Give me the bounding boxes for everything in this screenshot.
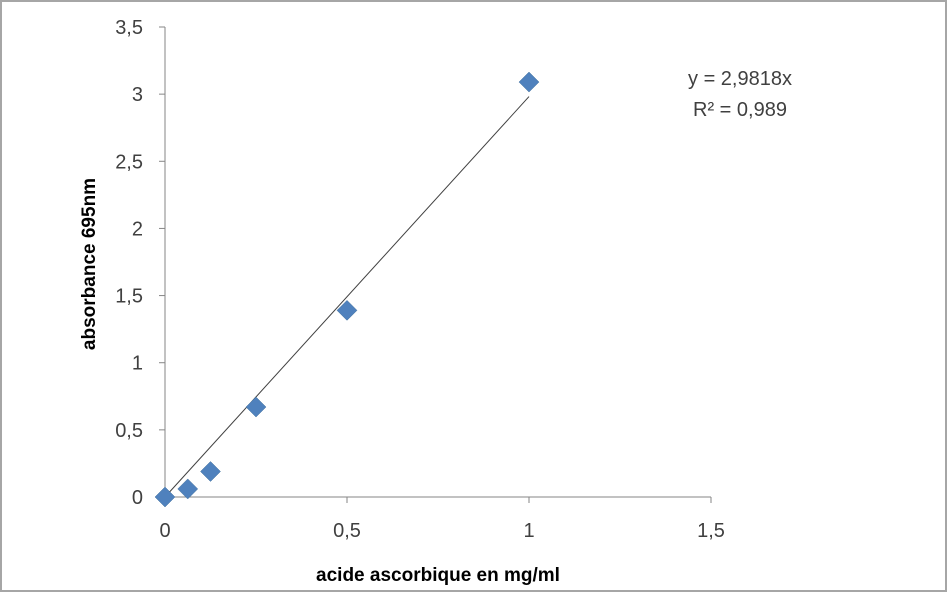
y-tick-label: 3 xyxy=(132,84,143,106)
y-tick-label: 1 xyxy=(132,353,143,375)
r-squared-label: R² = 0,989 xyxy=(693,99,787,121)
data-point xyxy=(245,396,267,418)
trendline xyxy=(164,96,530,498)
data-point xyxy=(518,71,540,93)
y-tick-label: 2,5 xyxy=(115,151,143,173)
x-tick-label: 0,5 xyxy=(333,520,361,542)
y-tick-label: 2 xyxy=(132,218,143,240)
y-tick-label: 3,5 xyxy=(115,17,143,39)
x-axis-title: acide ascorbique en mg/ml xyxy=(316,565,560,586)
x-tick-label: 1 xyxy=(523,520,534,542)
y-tick-label: 0,5 xyxy=(115,420,143,442)
y-tick-label: 0 xyxy=(132,487,143,509)
trendline-group xyxy=(164,96,530,498)
data-point xyxy=(200,461,221,482)
trendline-equation: y = 2,9818x xyxy=(688,68,792,90)
axes xyxy=(159,26,712,503)
y-tick-labels: 0 0,5 1 1,5 2 2,5 3 3,5 xyxy=(115,17,143,509)
data-points xyxy=(154,71,540,508)
y-tick-label: 1,5 xyxy=(115,286,143,308)
x-tick-label: 0 xyxy=(159,520,170,542)
y-axis-title: absorbance 695nm xyxy=(79,178,100,350)
data-point xyxy=(336,299,358,321)
x-tick-label: 1,5 xyxy=(697,520,725,542)
x-tick-labels: 0 0,5 1 1,5 xyxy=(159,520,724,542)
data-point xyxy=(154,486,176,508)
data-point xyxy=(177,478,199,500)
